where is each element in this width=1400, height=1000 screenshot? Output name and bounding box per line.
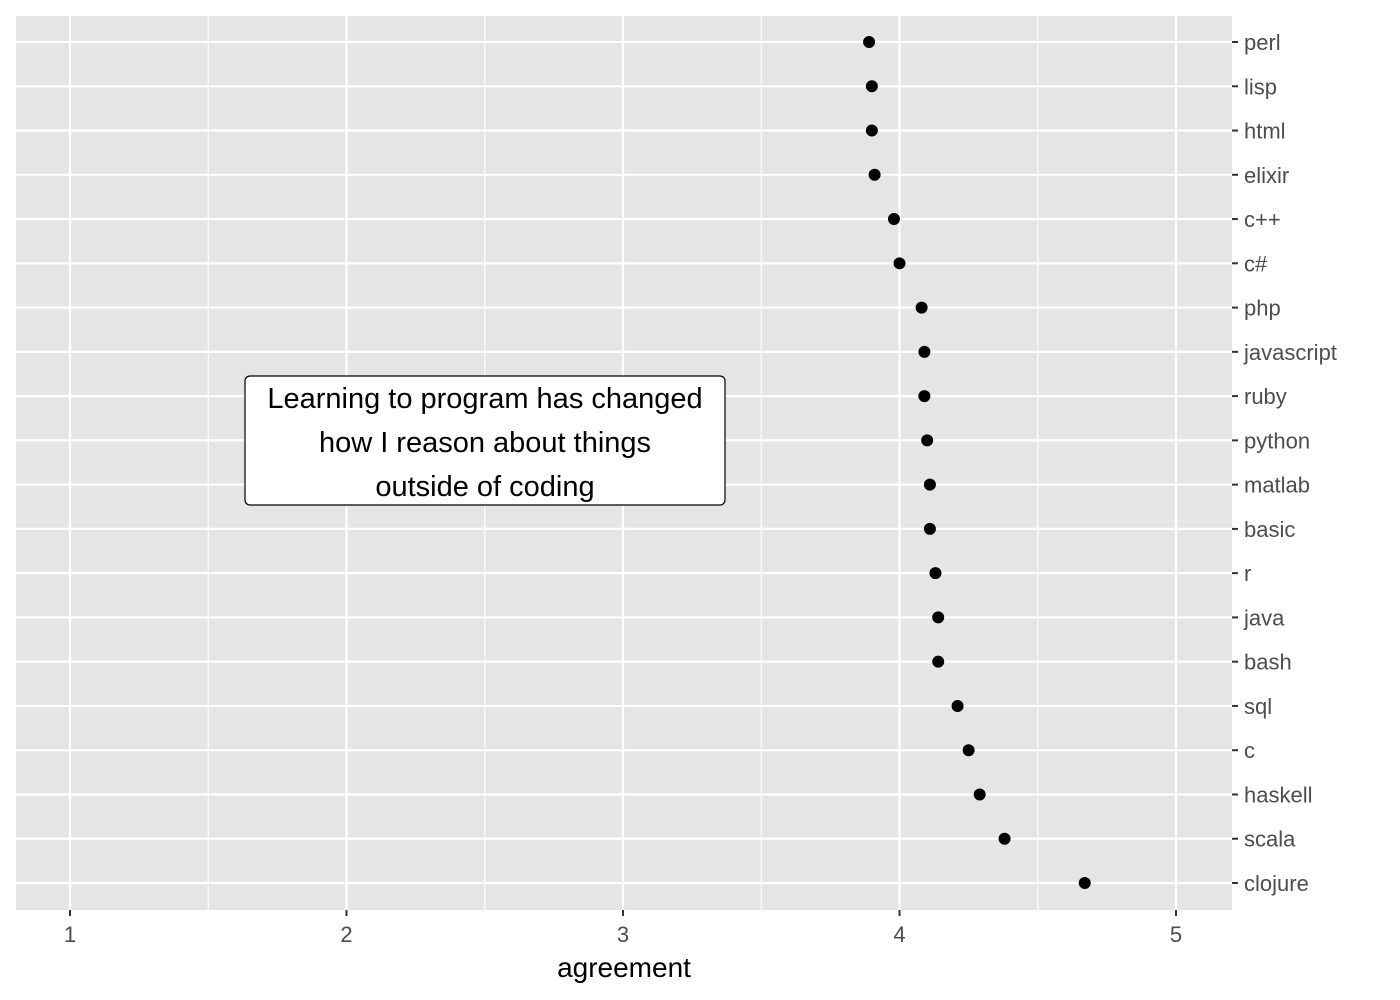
data-point-basic	[923, 522, 936, 535]
y-tick-label: java	[1243, 605, 1285, 630]
y-tick-label: lisp	[1244, 74, 1277, 99]
data-point-javascript	[918, 345, 931, 358]
y-tick-label: basic	[1244, 517, 1295, 542]
x-tick-label: 1	[64, 922, 76, 947]
y-tick-label: sql	[1244, 694, 1272, 719]
data-points	[863, 36, 1091, 889]
y-tick-label: c	[1244, 738, 1255, 763]
data-point-clojure	[1078, 877, 1091, 889]
y-tick-label: clojure	[1244, 871, 1309, 896]
x-tick-label: 5	[1170, 922, 1182, 947]
data-point-c#	[893, 257, 906, 270]
data-point-r	[929, 567, 942, 580]
annotation-line-1: Learning to program has changed	[267, 383, 702, 415]
annotation-box: Learning to program has changed how I re…	[244, 375, 726, 506]
x-tick-label: 2	[340, 922, 352, 947]
data-point-python	[921, 434, 934, 447]
x-tick-label: 4	[893, 922, 905, 947]
y-tick-label: bash	[1244, 650, 1292, 675]
y-axis: perl lisp html elixir c++ c# php javascript ruby…	[1232, 30, 1337, 896]
data-point-elixir	[868, 168, 881, 181]
data-point-perl	[863, 36, 876, 48]
major-gridlines	[16, 16, 1232, 910]
data-point-sql	[951, 699, 964, 712]
y-tick-label: php	[1244, 296, 1281, 321]
data-point-scala	[998, 832, 1011, 845]
y-tick-label: matlab	[1244, 473, 1310, 498]
data-point-html	[865, 124, 878, 137]
y-tick-label: elixir	[1244, 163, 1289, 188]
y-tick-label: haskell	[1244, 782, 1312, 807]
data-point-java	[932, 611, 945, 624]
x-axis: 1 2 3 4 5	[64, 910, 1182, 947]
y-tick-label: c++	[1244, 207, 1281, 232]
data-point-haskell	[973, 788, 986, 801]
data-point-lisp	[865, 80, 878, 93]
data-point-c++	[887, 213, 900, 226]
annotation-background	[244, 375, 726, 506]
annotation-line-3: outside of coding	[375, 471, 594, 503]
y-tick-label: javascript	[1243, 340, 1337, 365]
y-tick-label: python	[1244, 428, 1310, 453]
data-point-c	[962, 744, 975, 757]
data-point-bash	[932, 655, 945, 668]
x-tick-label: 3	[617, 922, 629, 947]
y-tick-label: ruby	[1244, 384, 1287, 409]
y-tick-label: perl	[1244, 30, 1281, 55]
y-tick-label: c#	[1244, 251, 1268, 276]
data-point-matlab	[923, 478, 936, 491]
y-tick-label: html	[1244, 119, 1286, 144]
data-point-ruby	[918, 390, 931, 403]
y-tick-label: r	[1244, 561, 1251, 586]
y-tick-label: scala	[1244, 827, 1296, 852]
data-point-php	[915, 301, 928, 314]
annotation-line-2: how I reason about things	[319, 427, 651, 459]
x-axis-title: agreement	[557, 952, 691, 983]
